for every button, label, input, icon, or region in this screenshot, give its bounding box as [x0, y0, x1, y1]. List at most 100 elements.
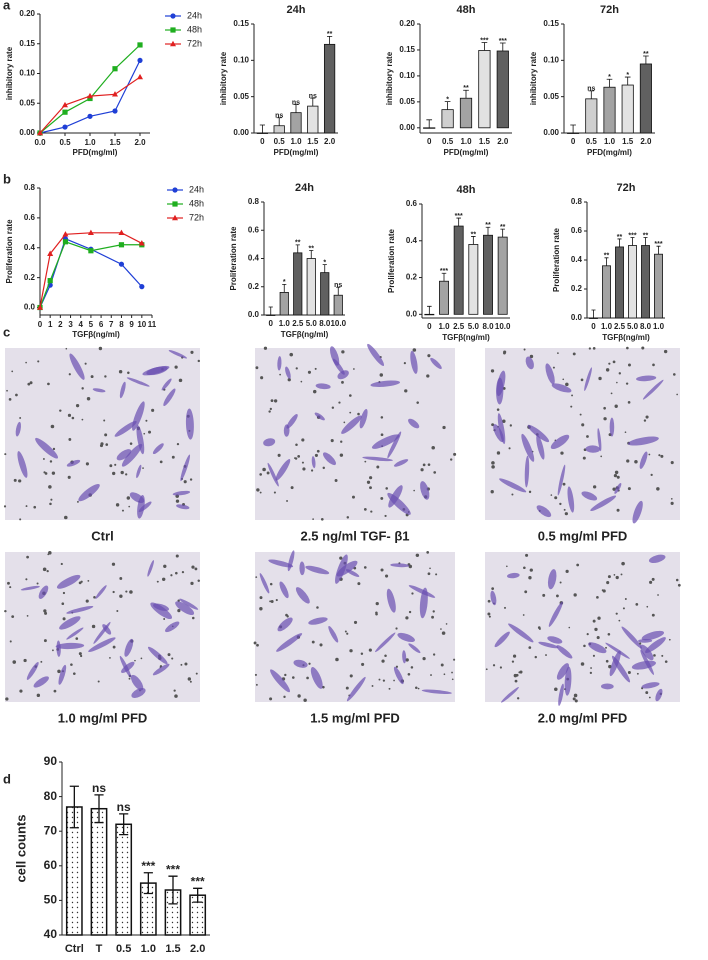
pore [420, 468, 424, 472]
y-tick-label: 0.2 [24, 273, 36, 282]
pore [511, 660, 515, 663]
pore [85, 462, 89, 466]
pore [645, 691, 649, 694]
pore [658, 454, 661, 457]
x-tick-label: 5.0 [468, 322, 480, 331]
pore [360, 652, 364, 655]
cell [329, 346, 340, 366]
cell [501, 687, 519, 703]
pore [614, 470, 619, 475]
y-tick-label: 0.4 [406, 236, 418, 245]
pore [608, 362, 611, 365]
chart-title: 72h [617, 182, 636, 194]
pore [560, 451, 564, 455]
pore [9, 586, 12, 589]
cell [584, 367, 592, 391]
cell [420, 481, 430, 500]
pore [363, 508, 367, 511]
pore [268, 410, 271, 413]
bar [307, 105, 319, 134]
pore [349, 394, 352, 397]
cell [279, 581, 289, 599]
pore [405, 658, 409, 662]
pore [112, 471, 116, 476]
cell [150, 602, 173, 620]
pore [270, 600, 274, 603]
cell [305, 565, 330, 575]
error-bar [441, 272, 447, 282]
x-tick-label: 11 [148, 320, 157, 329]
legend-label: 48h [189, 198, 204, 208]
pore [125, 590, 128, 593]
error-bar [322, 264, 327, 273]
pore [275, 598, 278, 602]
y-tick-label: 0.00 [233, 128, 249, 137]
cell [130, 674, 144, 691]
micrograph [255, 343, 457, 521]
cell [15, 421, 21, 437]
cell [263, 438, 276, 447]
significance-label: ** [309, 245, 315, 252]
significance-label: ** [604, 253, 610, 260]
significance-label: *** [191, 874, 205, 888]
pore [104, 375, 107, 378]
chart-title: 24h [287, 4, 306, 16]
pore [592, 654, 596, 657]
pore [602, 589, 606, 593]
significance-label: ** [471, 231, 477, 238]
pore [580, 662, 585, 666]
bar [641, 245, 650, 319]
cell [345, 569, 360, 577]
y-tick-label: 0.15 [19, 39, 35, 48]
bar [589, 317, 598, 319]
significance-label: *** [654, 241, 662, 248]
pore [109, 656, 111, 659]
y-axis-label: cell counts [13, 815, 28, 883]
bar [441, 109, 454, 129]
x-tick-label: 0.5 [59, 138, 71, 147]
pore [491, 465, 495, 469]
cell [370, 380, 401, 387]
pore [627, 487, 631, 491]
cell [277, 617, 293, 632]
pore [357, 412, 360, 416]
cell [556, 663, 569, 680]
cell [371, 434, 400, 449]
cell [137, 495, 145, 519]
error-bar [624, 76, 631, 86]
pore [641, 346, 645, 350]
error-bar [276, 117, 282, 126]
pore [173, 689, 176, 692]
bar [602, 265, 611, 319]
pore [442, 425, 446, 430]
pore [87, 579, 90, 582]
chart-title: 48h [457, 184, 476, 196]
x-tick-label: 2.0 [324, 137, 336, 146]
y-tick-label: 0.4 [24, 243, 36, 252]
pore [598, 376, 602, 381]
pore [357, 582, 361, 586]
pore [11, 370, 14, 373]
pore [25, 578, 28, 581]
pore [380, 433, 384, 437]
pore [594, 627, 598, 632]
cell [557, 464, 566, 496]
x-tick-label: 0 [571, 137, 576, 146]
pore [297, 455, 301, 458]
chart-title: 48h [457, 4, 476, 16]
pore [190, 581, 194, 586]
y-tick-label: 0.8 [24, 183, 36, 192]
pore [571, 394, 574, 397]
pore [25, 505, 28, 508]
pore [606, 581, 610, 585]
pore [596, 636, 600, 640]
pore [581, 423, 585, 427]
pore [81, 418, 84, 421]
pore [314, 453, 318, 457]
pore [306, 676, 309, 680]
x-tick-label: 0 [427, 137, 432, 146]
pore [393, 679, 395, 682]
pore [46, 569, 49, 573]
pore [176, 442, 180, 446]
pore [260, 376, 264, 380]
